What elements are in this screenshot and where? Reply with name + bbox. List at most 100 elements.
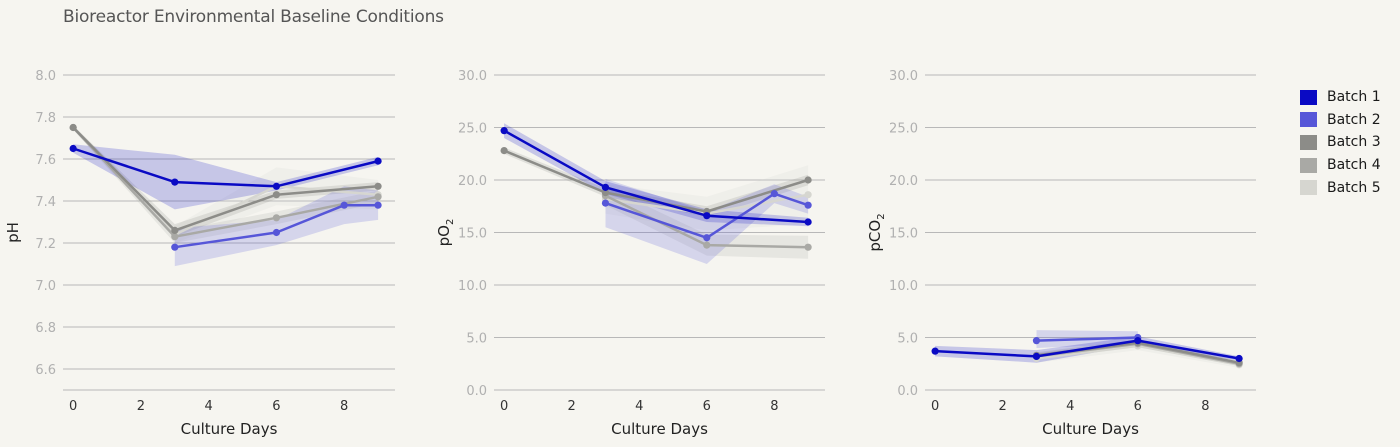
legend-item: Batch 1: [1300, 86, 1381, 109]
y-tick-label: 6.6: [35, 363, 56, 378]
data-point-batch-3: [374, 182, 382, 190]
legend-label: Batch 1: [1327, 89, 1381, 106]
data-point-batch-1: [272, 182, 281, 190]
y-tick-label: 25.0: [458, 122, 487, 137]
y-tick-label: 30.0: [889, 69, 918, 84]
y-tick-label: 6.8: [35, 321, 56, 336]
data-point-batch-1: [601, 183, 610, 191]
legend-label: Batch 4: [1327, 157, 1381, 174]
data-point-batch-1: [931, 347, 939, 355]
series-line-batch-3: [72, 126, 379, 232]
confidence-band-batch-3: [504, 147, 809, 217]
data-point-batch-2: [272, 228, 281, 237]
chart-panel-2: 0.0 5.0 10.0 15.0 20.0 25.0 30.0 0 2 4 6 8 Culture D…: [435, 69, 825, 438]
y-tick-label: 7.8: [35, 111, 56, 126]
data-point-batch-4: [374, 193, 382, 201]
legend-swatch: [1300, 180, 1317, 196]
x-tick-label: 4: [205, 399, 213, 414]
x-tick-label: 8: [1201, 399, 1209, 414]
series-line-batch-4: [72, 126, 379, 238]
x-axis-label: Culture Days: [1042, 420, 1139, 438]
y-tick-label: 8.0: [35, 69, 56, 84]
x-tick-label: 6: [703, 399, 711, 414]
data-point-batch-2: [374, 201, 382, 209]
data-point-batch-4: [804, 243, 812, 251]
confidence-band-batch-1: [73, 144, 379, 210]
x-tick-label: 2: [999, 399, 1007, 414]
confidence-band-batch-5: [605, 165, 809, 231]
data-point-batch-1: [500, 127, 508, 135]
data-point-batch-3: [500, 147, 508, 155]
data-point-batch-1: [1032, 352, 1041, 360]
legend-label: Batch 5: [1327, 179, 1381, 196]
data-point-batch-1: [69, 144, 77, 153]
y-tick-label: 0.0: [466, 384, 487, 399]
y-axis-label: pCO2: [866, 213, 887, 251]
y-tick-label: 10.0: [458, 279, 487, 294]
data-point-batch-2: [804, 201, 812, 209]
data-point-batch-1: [1134, 337, 1142, 345]
x-axis-label: Culture Days: [611, 420, 708, 438]
legend-swatch: [1300, 134, 1317, 150]
y-axis-label: pO2: [435, 219, 456, 247]
legend-item: Batch 3: [1300, 131, 1381, 154]
legend-label: Batch 2: [1327, 111, 1381, 128]
data-point-batch-3: [272, 191, 281, 199]
y-tick-label: 10.0: [889, 279, 918, 294]
legend: Batch 1 Batch 2 Batch 3 Batch 4 Batch 5: [1300, 86, 1381, 199]
x-tick-label: 6: [272, 399, 280, 414]
chart-panel-1: 6.6 6.8 7.0 7.2 7.4 7.6 7.8 8.0 0 2 4 6 8 Culture Day…: [4, 69, 395, 438]
x-axis-label: Culture Days: [181, 420, 278, 438]
y-tick-label: 15.0: [889, 227, 918, 242]
legend-swatch: [1300, 112, 1317, 128]
series-line-batch-2: [605, 192, 809, 240]
data-point-batch-2: [1032, 337, 1041, 345]
series-line-batch-2: [1036, 336, 1138, 342]
data-point-batch-2: [770, 190, 778, 198]
legend-label: Batch 3: [1327, 134, 1381, 151]
data-point-batch-1: [171, 178, 179, 186]
series-line-batch-1: [72, 147, 379, 188]
data-point-batch-2: [171, 243, 179, 251]
x-tick-label: 8: [770, 399, 778, 414]
data-point-batch-2: [340, 201, 348, 209]
y-tick-label: 15.0: [458, 227, 487, 242]
y-tick-label: 20.0: [889, 174, 918, 189]
y-tick-label: 0.0: [897, 384, 918, 399]
y-tick-label: 7.0: [35, 279, 56, 294]
legend-swatch: [1300, 89, 1317, 105]
data-point-batch-2: [601, 199, 610, 207]
data-point-batch-3: [601, 189, 610, 197]
data-point-batch-4: [171, 233, 179, 241]
y-tick-label: 5.0: [466, 332, 487, 347]
x-tick-label: 6: [1134, 399, 1142, 414]
series-line-batch-2: [174, 203, 379, 249]
chart-panel-3: 0.0 5.0 10.0 15.0 20.0 25.0 30.0 0 2 4 6 8 Culture D…: [866, 69, 1256, 438]
x-tick-label: 4: [635, 399, 643, 414]
x-tick-label: 4: [1066, 399, 1074, 414]
data-point-batch-3: [171, 226, 179, 234]
x-tick-label: 0: [931, 399, 939, 414]
x-tick-label: 0: [69, 399, 77, 414]
y-axis-label: pH: [4, 222, 22, 243]
y-tick-label: 30.0: [458, 69, 487, 84]
x-tick-label: 2: [568, 399, 576, 414]
y-tick-label: 7.6: [35, 153, 56, 168]
confidence-band-batch-4: [605, 186, 809, 259]
data-point-batch-4: [703, 241, 711, 249]
legend-swatch: [1300, 157, 1317, 173]
data-point-batch-3: [69, 123, 77, 132]
x-tick-label: 0: [500, 399, 508, 414]
data-point-batch-1: [1235, 354, 1243, 363]
y-tick-label: 25.0: [889, 122, 918, 137]
series-line-batch-1: [935, 339, 1240, 360]
legend-item: Batch 5: [1300, 176, 1381, 199]
y-tick-label: 7.4: [35, 195, 56, 210]
data-point-batch-2: [703, 234, 711, 242]
data-point-batch-3: [804, 176, 812, 184]
chart-title: Bioreactor Environmental Baseline Condit…: [63, 7, 444, 27]
data-point-batch-4: [272, 214, 281, 222]
confidence-band-batch-2: [605, 178, 809, 264]
